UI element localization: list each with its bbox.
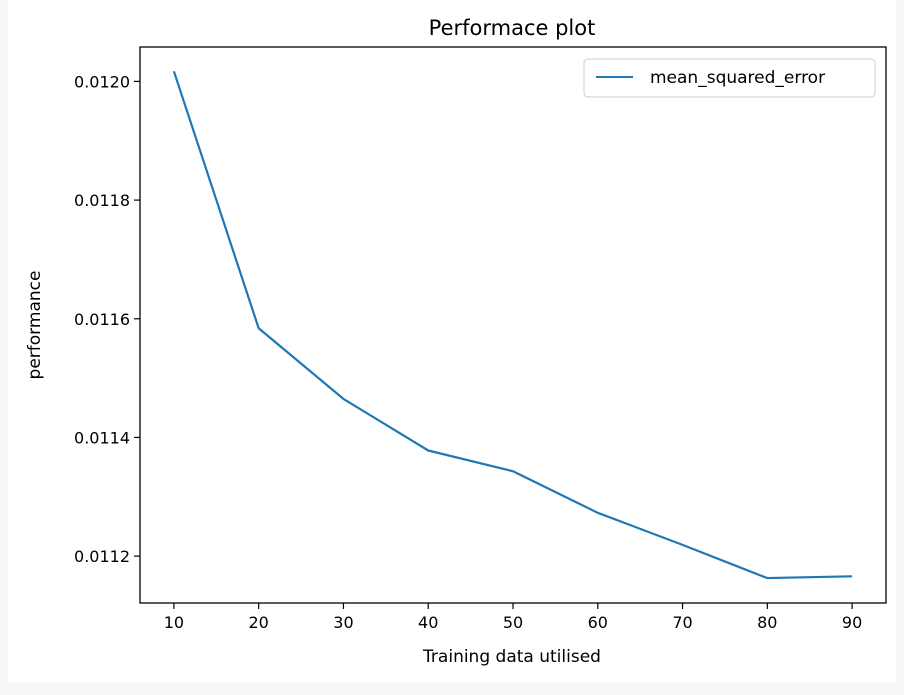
y-tick-label: 0.0112 xyxy=(74,547,130,566)
y-tick-label: 0.0114 xyxy=(74,428,130,447)
axes-frame xyxy=(139,46,887,604)
y-axis: 0.0112 0.0114 0.0116 0.0118 0.0120 xyxy=(74,72,140,566)
y-tick-label: 0.0118 xyxy=(74,191,130,210)
y-axis-label: performance xyxy=(25,271,45,380)
chart-title: Performace plot xyxy=(429,16,596,40)
series-layer xyxy=(172,70,853,580)
x-tick-label: 40 xyxy=(418,613,438,632)
y-tick-label: 0.0120 xyxy=(74,72,130,91)
y-tick-label: 0.0116 xyxy=(74,310,130,329)
x-tick-label: 60 xyxy=(588,613,608,632)
x-tick-label: 10 xyxy=(164,613,184,632)
plot-area: 10 20 30 40 50 60 70 80 90 0.01120.01140.01160.0… xyxy=(74,46,887,632)
x-axis-label: Training data utilised xyxy=(422,647,601,667)
legend-label-mean-squared-error: mean_squared_error xyxy=(650,68,825,88)
x-tick-label: 20 xyxy=(249,613,269,632)
x-axis: 10 20 30 40 50 60 70 80 90 xyxy=(164,603,862,632)
x-tick-label: 80 xyxy=(757,613,777,632)
legend-box xyxy=(583,58,876,98)
series-line-mean-squared-error xyxy=(172,70,853,580)
x-tick-label: 30 xyxy=(333,613,353,632)
x-tick-label: 70 xyxy=(672,613,692,632)
x-tick-label: 90 xyxy=(842,613,862,632)
legend: mean_squared_error xyxy=(583,58,876,98)
x-tick-label: 50 xyxy=(503,613,523,632)
